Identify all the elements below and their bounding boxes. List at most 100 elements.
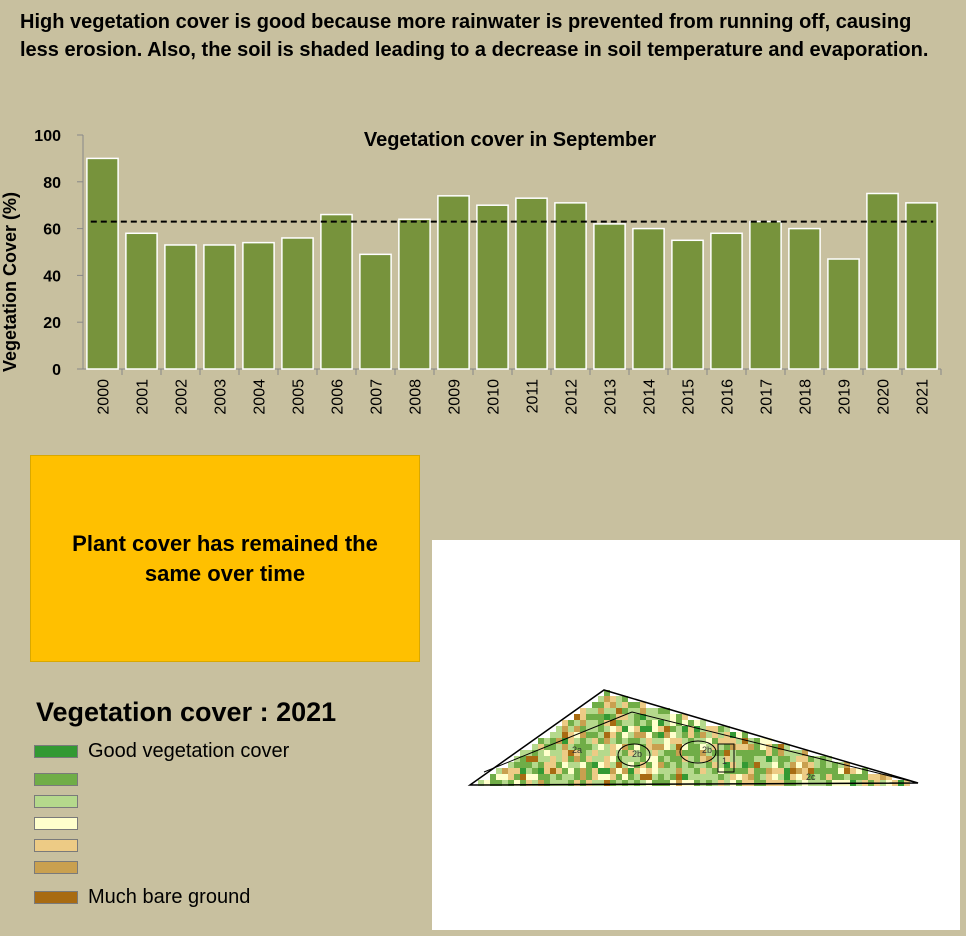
y-axis-label: Vegetation Cover (%) [0,192,20,372]
map-pixel [820,762,826,768]
map-pixel [652,780,658,786]
map-pixel [784,756,790,762]
legend-swatch [34,745,78,758]
map-pixel [568,720,574,726]
map-pixel [730,768,736,774]
map-pixel [736,744,742,750]
map-pixel [592,744,598,750]
map-pixel [796,774,802,780]
map-pixel [502,768,508,774]
map-pixel [850,774,856,780]
map-pixel [514,774,520,780]
map-image: 2a2b2b12c [432,540,960,930]
map-pixel [670,738,676,744]
map-pixel [802,756,808,762]
map-pixel [766,750,772,756]
map-pixel [610,768,616,774]
map-pixel [538,756,544,762]
map-pixel [604,708,610,714]
map-pixel [724,780,730,786]
map-pixel [598,762,604,768]
map-pixel [682,780,688,786]
map-pixel [682,768,688,774]
map-pixel [694,750,700,756]
map-pixel [700,732,706,738]
map-pixel [544,756,550,762]
map-pixel [646,780,652,786]
map-pixel [622,702,628,708]
x-tick-label: 2014 [642,379,659,415]
map-pixel [526,762,532,768]
map-pixel [616,762,622,768]
map-label: 2c [806,772,816,782]
map-pixel [640,738,646,744]
map-pixel [616,768,622,774]
map-pixel [652,708,658,714]
legend-label: Good vegetation cover [88,740,289,763]
bar [828,259,859,369]
map-pixel [676,738,682,744]
map-pixel [556,750,562,756]
map-pixel [718,780,724,786]
map-pixel [670,726,676,732]
legend-item [34,768,289,790]
map-pixel [562,720,568,726]
map-pixel [544,768,550,774]
map-pixel [646,708,652,714]
map-pixel [592,774,598,780]
map-pixel [760,738,766,744]
map-pixel [754,768,760,774]
map-pixel [550,762,556,768]
legend-item [34,834,289,856]
map-pixel [622,708,628,714]
map-pixel [538,762,544,768]
bar [126,233,157,369]
map-pixel [826,762,832,768]
map-pixel [640,774,646,780]
map-pixel [652,720,658,726]
map-pixel [658,768,664,774]
map-pixel [730,738,736,744]
map-pixel [598,702,604,708]
map-pixel [598,726,604,732]
map-pixel [550,750,556,756]
map-pixel [664,774,670,780]
map-pixel [724,774,730,780]
map-pixel [592,732,598,738]
map-pixel [640,708,646,714]
map-pixel [862,774,868,780]
map-pixel [676,732,682,738]
map-pixel [742,780,748,786]
x-tick-label: 2003 [213,379,230,415]
map-pixel [634,726,640,732]
map-pixel [844,774,850,780]
map-pixel [592,702,598,708]
map-pixel [754,750,760,756]
map-pixel [628,720,634,726]
x-tick-label: 2006 [330,379,347,415]
map-pixel [784,762,790,768]
map-label: 2b [702,745,712,755]
x-tick-label: 2008 [408,379,425,415]
map-pixel [634,732,640,738]
map-pixel [532,774,538,780]
map-pixel [748,762,754,768]
map-pixel [622,750,628,756]
map-pixel [688,780,694,786]
map-pixel [652,762,658,768]
map-pixel [658,732,664,738]
legend-swatch [34,891,78,904]
map-pixel [658,780,664,786]
map-pixel [718,726,724,732]
bar [789,229,820,369]
map-pixel [730,780,736,786]
map-pixel [850,768,856,774]
map-pixel [586,732,592,738]
map-pixel [628,726,634,732]
map-pixel [778,750,784,756]
map-pixel [538,774,544,780]
map-pixel [700,780,706,786]
map-pixel [658,744,664,750]
map-pixel [658,708,664,714]
map-pixel [616,738,622,744]
